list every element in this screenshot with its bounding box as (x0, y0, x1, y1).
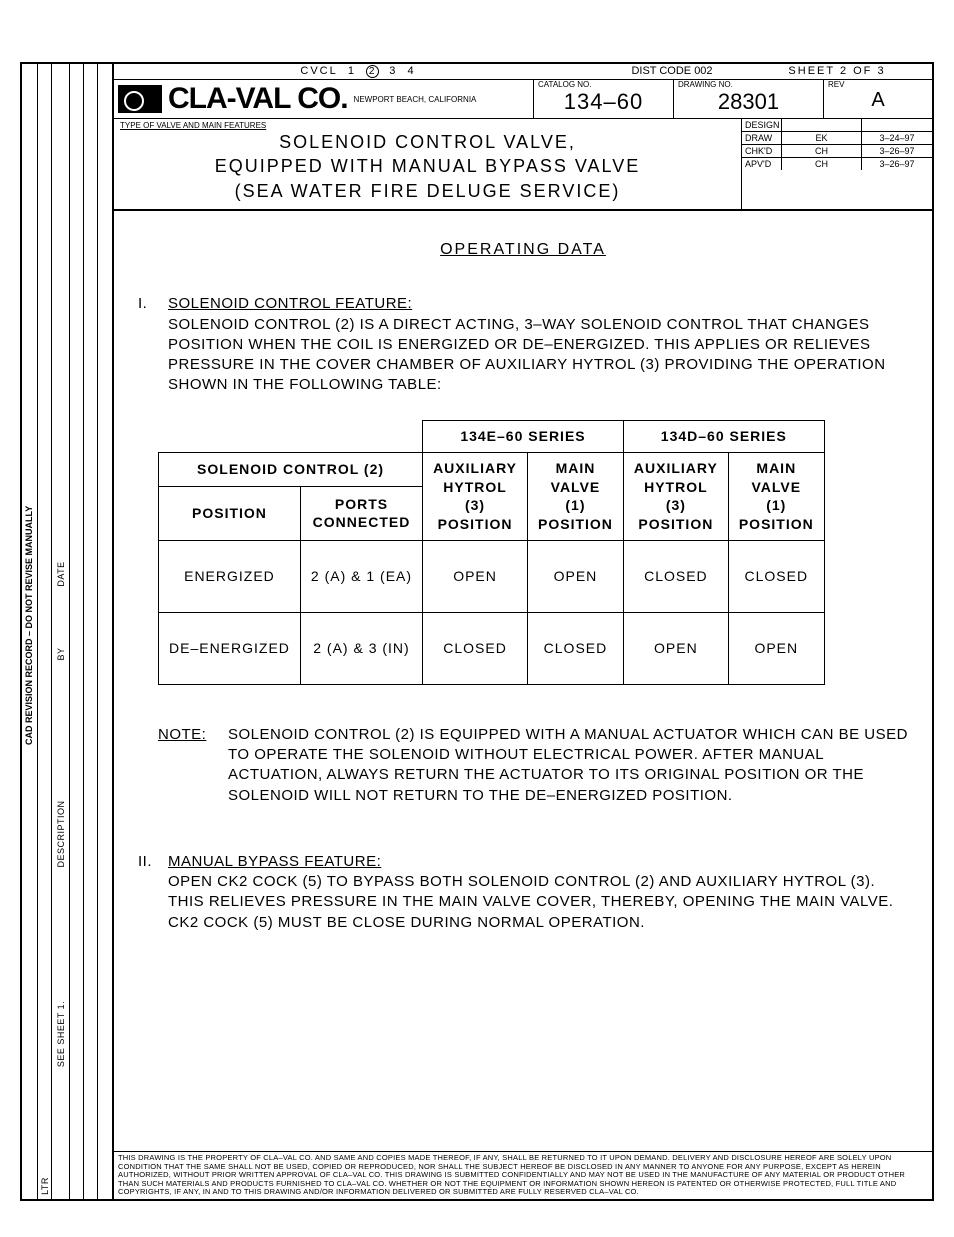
e-main-head: MAINVALVE(1)POSITION (528, 452, 624, 541)
section-2-text: OPEN CK2 COCK (5) TO BYPASS BOTH SOLENOI… (168, 873, 893, 931)
type-label: TYPE OF VALVE AND MAIN FEATURES (120, 121, 735, 130)
section-2-num: II. (138, 852, 168, 933)
col-ltr: LTR (40, 1177, 50, 1195)
e-aux-head: AUXILIARYHYTROL(3)POSITION (423, 452, 528, 541)
table-row: DE–ENERGIZED 2 (A) & 3 (IN) CLOSED CLOSE… (159, 613, 825, 685)
title-block: TYPE OF VALVE AND MAIN FEATURES SOLENOID… (114, 119, 742, 209)
cad-revision-label: CAD REVISION RECORD – DO NOT REVISE MANU… (24, 506, 34, 745)
row1-pos: ENERGIZED (159, 541, 301, 613)
body: OPERATING DATA I. SOLENOID CONTROL FEATU… (114, 211, 932, 1151)
operating-data-title: OPERATING DATA (138, 239, 908, 261)
catalog-block: CATALOG NO. 134–60 (534, 80, 674, 118)
signoff-design-m (782, 119, 862, 131)
header-row-2: CLA-VAL CO. NEWPORT BEACH, CALIFORNIA CA… (114, 80, 932, 119)
row1-d-main: CLOSED (728, 541, 824, 613)
row2-e-aux: CLOSED (423, 613, 528, 685)
col-by: BY (56, 648, 66, 661)
row2-d-main: OPEN (728, 613, 824, 685)
cvcl-block: CVCL 1 2 3 4 (114, 64, 602, 79)
drawing-no: 28301 (678, 89, 819, 115)
col-description: DESCRIPTION (56, 801, 66, 868)
signoff-row: CHK'D CH 3–26–97 (742, 145, 932, 158)
cvcl-label: CVCL (300, 65, 337, 77)
signoff-row: DRAW EK 3–24–97 (742, 132, 932, 145)
rev-block: REV A (824, 80, 932, 118)
col-date: DATE (56, 561, 66, 586)
sol-ctrl-head: SOLENOID CONTROL (2) (159, 452, 423, 486)
title-line-3: (SEA WATER FIRE DELUGE SERVICE) (120, 179, 735, 203)
logo-icon (118, 85, 162, 113)
company-name: CLA-VAL CO. (168, 82, 348, 116)
signoff-row: APV'D CH 3–26–97 (742, 158, 932, 170)
cvcl-1: 1 (348, 65, 356, 77)
cvcl-2-circled: 2 (366, 65, 379, 78)
note-text: SOLENOID CONTROL (2) IS EQUIPPED WITH A … (228, 725, 908, 806)
section-1: I. SOLENOID CONTROL FEATURE: SOLENOID CO… (138, 294, 908, 395)
d-aux-head: AUXILIARYHYTROL(3)POSITION (623, 452, 728, 541)
cvcl-4: 4 (407, 65, 415, 77)
row1-e-aux: OPEN (423, 541, 528, 613)
row1-ports: 2 (A) & 1 (EA) (300, 541, 422, 613)
position-head: POSITION (159, 486, 301, 540)
company-location: NEWPORT BEACH, CALIFORNIA (354, 95, 477, 104)
series-e: 134E–60 SERIES (423, 420, 624, 452)
logo-block: CLA-VAL CO. NEWPORT BEACH, CALIFORNIA (114, 80, 534, 118)
ports-head: PORTSCONNECTED (300, 486, 422, 540)
d-main-head: MAINVALVE(1)POSITION (728, 452, 824, 541)
signoff-block: DESIGN DRAW EK 3–24–97 CHK'D CH 3–26–97 (742, 119, 932, 209)
table-row: ENERGIZED 2 (A) & 1 (EA) OPEN OPEN CLOSE… (159, 541, 825, 613)
operating-table: 134E–60 SERIES 134D–60 SERIES SOLENOID C… (158, 420, 825, 685)
header-top: CVCL 1 2 3 4 DIST CODE 002 SHEET 2 OF 3 (114, 64, 932, 80)
row2-pos: DE–ENERGIZED (159, 613, 301, 685)
catalog-label: CATALOG NO. (538, 80, 669, 89)
section-2-head: MANUAL BYPASS FEATURE: (168, 853, 381, 870)
section-2: II. MANUAL BYPASS FEATURE: OPEN CK2 COCK… (138, 852, 908, 933)
drawing-frame: CAD REVISION RECORD – DO NOT REVISE MANU… (20, 62, 934, 1201)
legal-footer: THIS DRAWING IS THE PROPERTY OF CLA–VAL … (114, 1151, 932, 1199)
catalog-no: 134–60 (538, 89, 669, 115)
note-label: NOTE: (158, 725, 228, 806)
row1-e-main: OPEN (528, 541, 624, 613)
section-1-text: SOLENOID CONTROL (2) IS A DIRECT ACTING,… (168, 316, 886, 394)
title-line-1: SOLENOID CONTROL VALVE, (120, 130, 735, 154)
drawing-label: DRAWING NO. (678, 80, 819, 89)
section-1-head: SOLENOID CONTROL FEATURE: (168, 295, 412, 312)
col-see-sheet: SEE SHEET 1. (56, 1001, 66, 1067)
series-d: 134D–60 SERIES (623, 420, 824, 452)
row2-d-aux: OPEN (623, 613, 728, 685)
dist-code: DIST CODE 002 (602, 64, 742, 79)
row2-ports: 2 (A) & 3 (IN) (300, 613, 422, 685)
sheet-of: SHEET 2 OF 3 (742, 64, 932, 79)
rev-label: REV (828, 80, 928, 89)
signoff-design-r (862, 119, 932, 131)
header-row-3: TYPE OF VALVE AND MAIN FEATURES SOLENOID… (114, 119, 932, 211)
signoff-row: DESIGN (742, 119, 932, 132)
drawing-block: DRAWING NO. 28301 (674, 80, 824, 118)
revision-columns: CAD REVISION RECORD – DO NOT REVISE MANU… (22, 64, 114, 1199)
title-line-2: EQUIPPED WITH MANUAL BYPASS VALVE (120, 154, 735, 178)
signoff-design-l: DESIGN (742, 119, 782, 131)
main-column: CVCL 1 2 3 4 DIST CODE 002 SHEET 2 OF 3 … (114, 64, 932, 1199)
row2-e-main: CLOSED (528, 613, 624, 685)
row1-d-aux: CLOSED (623, 541, 728, 613)
note: NOTE: SOLENOID CONTROL (2) IS EQUIPPED W… (158, 725, 908, 806)
section-1-num: I. (138, 294, 168, 395)
cvcl-3: 3 (389, 65, 397, 77)
rev-value: A (828, 89, 928, 112)
